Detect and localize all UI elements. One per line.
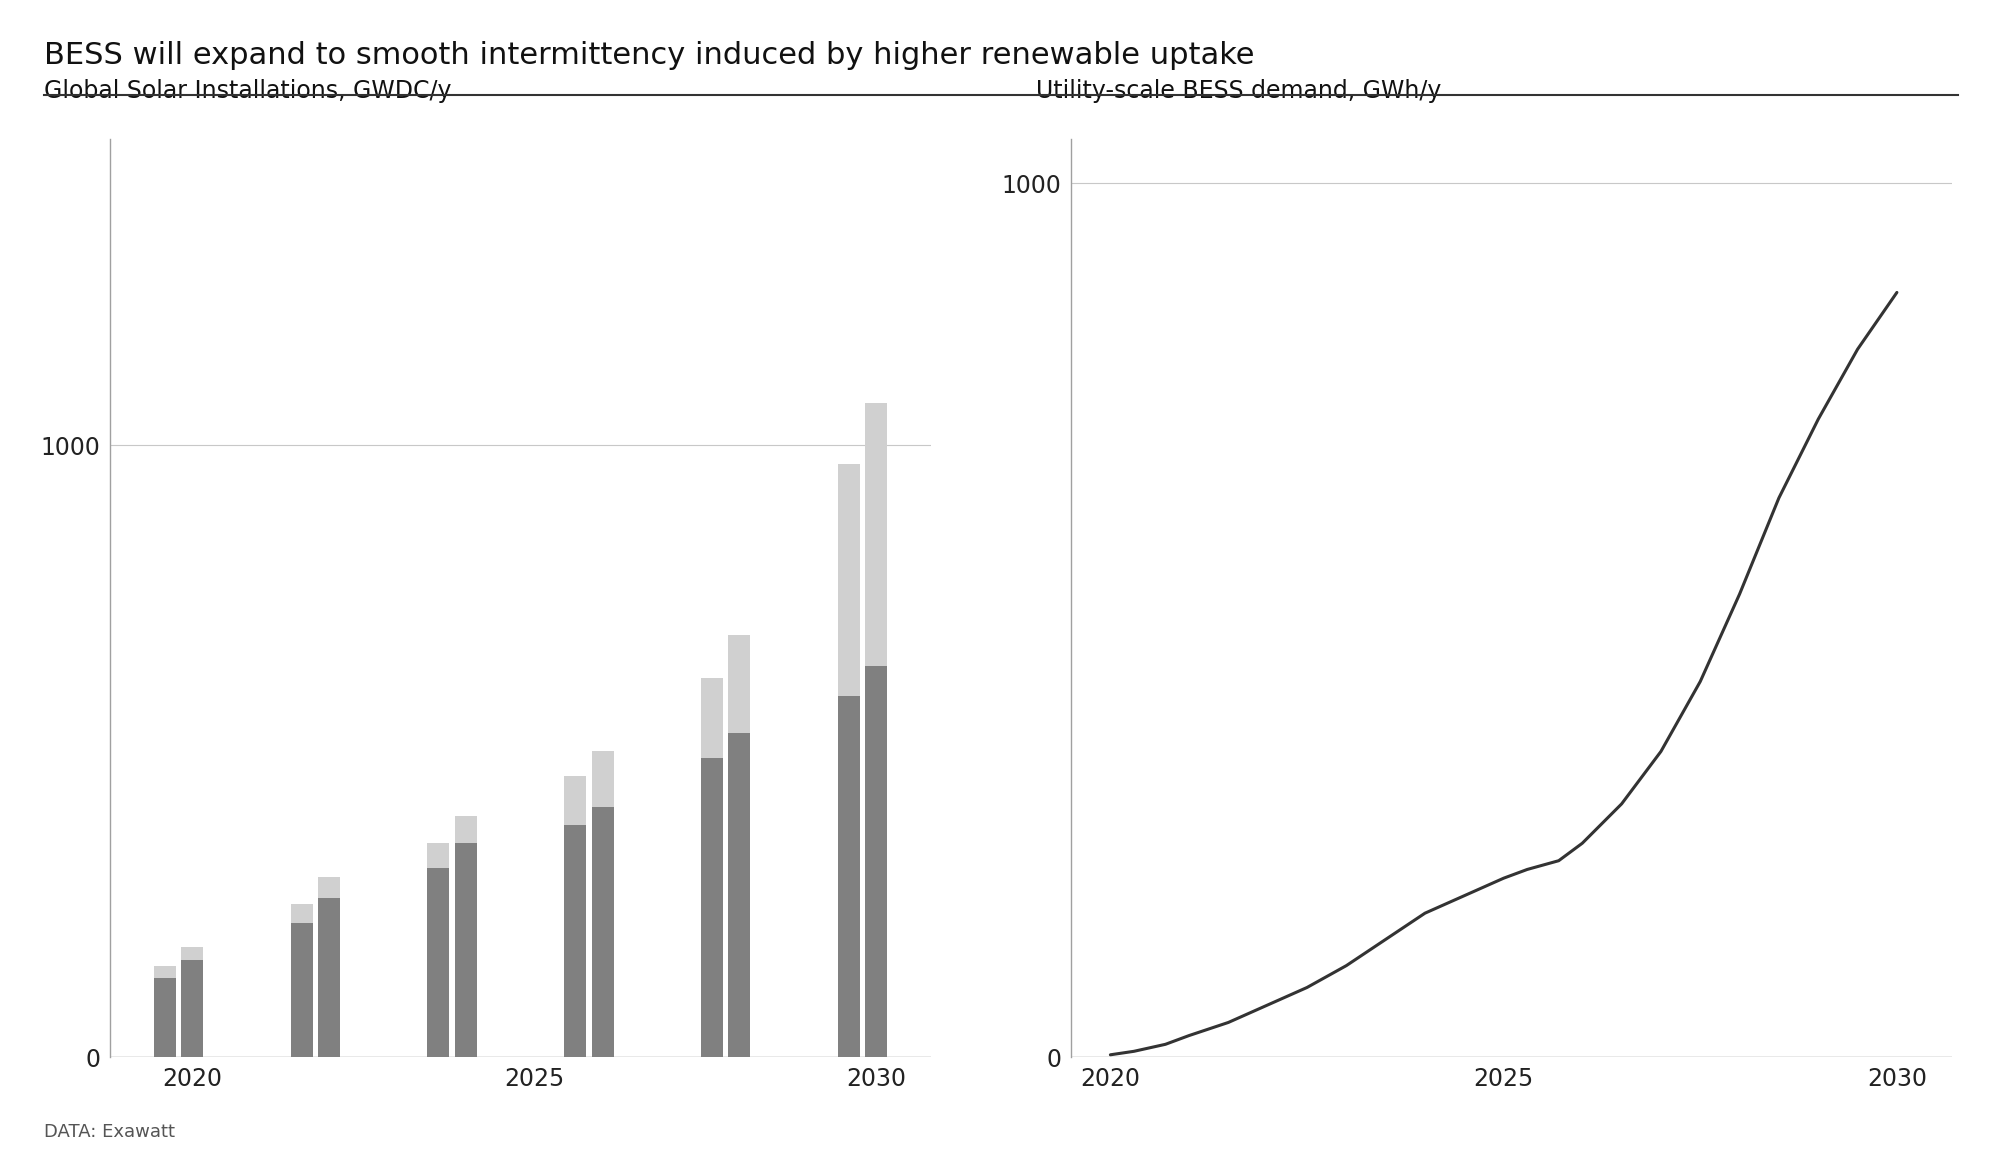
- Bar: [154, 978, 176, 1057]
- Text: DATA: Exawatt: DATA: Exawatt: [44, 1124, 174, 1141]
- Bar: [839, 464, 859, 696]
- Bar: [318, 898, 340, 1057]
- Bar: [454, 844, 476, 1057]
- Bar: [839, 696, 859, 1057]
- Bar: [182, 947, 202, 960]
- Bar: [565, 825, 587, 1057]
- Bar: [701, 677, 723, 758]
- Bar: [865, 666, 887, 1057]
- Bar: [565, 776, 587, 825]
- Bar: [428, 844, 448, 868]
- Bar: [454, 816, 476, 844]
- Bar: [729, 733, 751, 1057]
- Bar: [290, 904, 312, 923]
- Bar: [593, 806, 613, 1057]
- Bar: [154, 966, 176, 978]
- Text: Utility-scale BESS demand, GWh/y: Utility-scale BESS demand, GWh/y: [1035, 79, 1441, 102]
- Text: Global Solar Installations, GWDC/y: Global Solar Installations, GWDC/y: [44, 79, 452, 102]
- Bar: [701, 758, 723, 1057]
- Bar: [428, 868, 448, 1057]
- Bar: [318, 877, 340, 898]
- Bar: [290, 923, 312, 1057]
- Bar: [865, 402, 887, 666]
- Text: BESS will expand to smooth intermittency induced by higher renewable uptake: BESS will expand to smooth intermittency…: [44, 41, 1255, 70]
- Bar: [593, 752, 613, 806]
- Bar: [182, 960, 202, 1057]
- Bar: [729, 636, 751, 733]
